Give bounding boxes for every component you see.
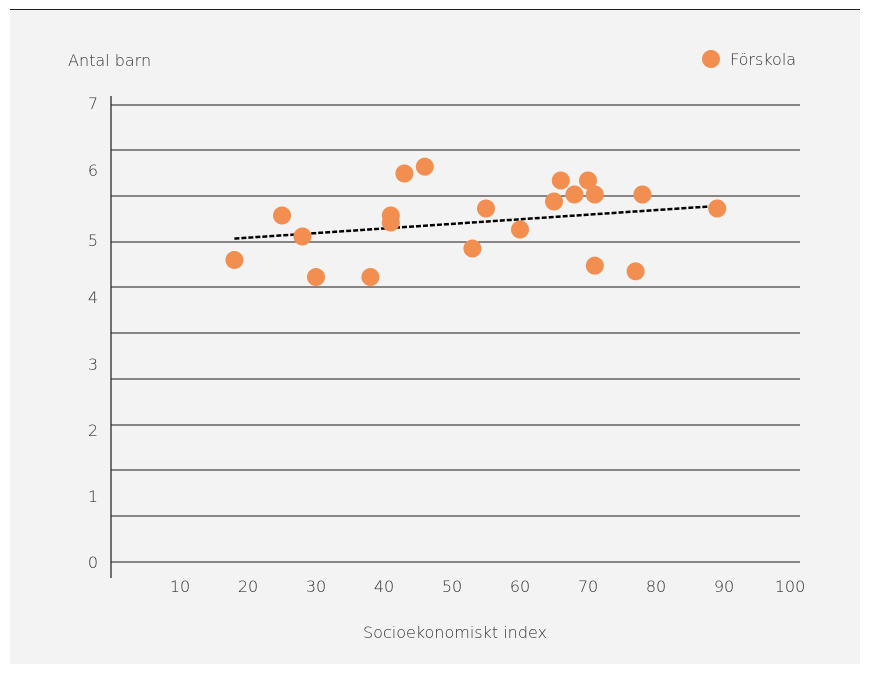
x-tick-label: 60 <box>510 577 530 596</box>
x-tick-label: 30 <box>306 577 326 596</box>
x-tick-label: 80 <box>646 577 666 596</box>
gridlines <box>111 104 800 563</box>
data-point <box>307 268 325 287</box>
y-tick-label: 2 <box>88 421 98 440</box>
data-point <box>361 268 380 287</box>
data-point <box>395 164 414 183</box>
x-tick-label: 10 <box>170 577 190 596</box>
data-point <box>273 206 291 225</box>
data-point <box>545 192 563 211</box>
x-tick-label: 70 <box>578 577 598 596</box>
legend: Förskola <box>702 50 796 69</box>
chart-panel <box>10 10 860 664</box>
data-point <box>585 185 604 204</box>
y-tick-label: 6 <box>88 161 98 180</box>
data-point <box>381 213 400 232</box>
x-tick-label: 100 <box>775 577 806 596</box>
trendline <box>234 205 711 240</box>
x-tick-label: 40 <box>374 577 394 596</box>
data-point <box>415 157 434 176</box>
data-point <box>585 256 604 275</box>
data-point <box>293 227 312 246</box>
y-tick-label: 5 <box>88 231 98 250</box>
y-tick-label: 7 <box>88 94 98 113</box>
y-axis-title: Antal barn <box>68 51 151 70</box>
x-axis-title: Socioekonomiskt index <box>363 623 547 642</box>
data-point <box>225 250 244 269</box>
x-tick-labels: 10 20 30 40 50 60 70 80 90 100 <box>170 577 805 596</box>
data-point <box>551 171 570 190</box>
y-tick-label: 1 <box>88 487 98 506</box>
trendline-layer <box>234 205 711 240</box>
data-point <box>463 239 482 258</box>
x-tick-label: 90 <box>714 577 734 596</box>
data-point <box>708 199 727 218</box>
x-tick-label: 50 <box>442 577 462 596</box>
data-point <box>579 171 597 190</box>
data-point <box>511 220 529 239</box>
data-point <box>626 262 645 281</box>
y-tick-label: 3 <box>88 355 98 374</box>
data-point <box>565 185 584 204</box>
legend-marker <box>702 50 720 68</box>
y-tick-label: 4 <box>88 288 98 307</box>
x-tick-label: 20 <box>238 577 258 596</box>
top-rule <box>10 9 860 10</box>
y-tick-label: 0 <box>88 553 98 572</box>
y-tick-labels: 0 1 2 3 4 5 6 7 <box>88 94 98 572</box>
data-points <box>225 157 727 287</box>
data-point <box>477 199 495 218</box>
data-point <box>633 185 652 204</box>
legend-label: Förskola <box>730 50 796 69</box>
